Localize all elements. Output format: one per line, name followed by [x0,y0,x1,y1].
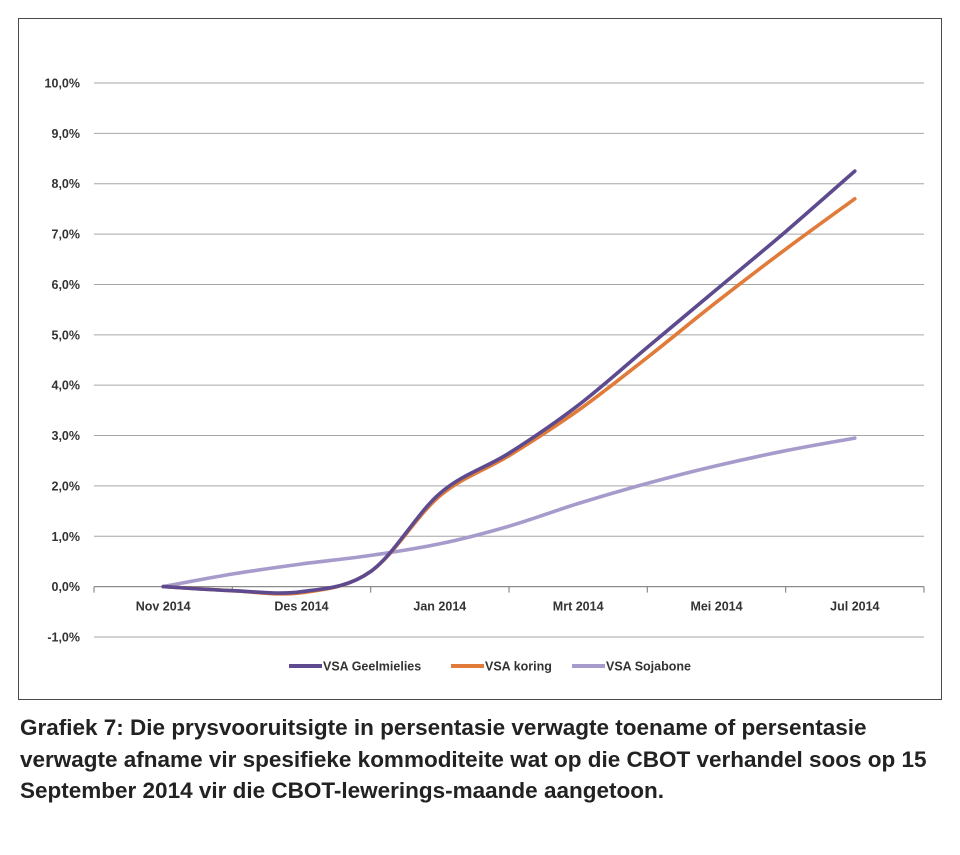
y-tick-label: 7,0% [52,228,81,242]
line-chart: -1,0% 0,0% 1,0% 2,0% 3,0% 4,0% 5,0% 6,0% 7,0% 8,0… [45,77,925,674]
x-tick-label: Nov 2014 [136,600,191,614]
x-tick-label: Des 2014 [274,600,328,614]
figure-caption: Grafiek 7: Die prysvooruitsigte in perse… [20,715,927,803]
legend-label: VSA Geelmielies [323,660,421,674]
y-tick-label: 6,0% [52,278,81,292]
series-line-vsa-sojabone [161,436,857,589]
x-tick-label: Jul 2014 [830,600,879,614]
x-tick-label: Mei 2014 [690,600,742,614]
y-tick-label: 0,0% [52,580,81,594]
y-tick-label: 4,0% [52,379,81,393]
legend-label: VSA Sojabone [606,660,691,674]
y-tick-label: 2,0% [52,479,81,493]
y-tick-label: 1,0% [52,530,81,544]
y-tick-label: 8,0% [52,177,81,191]
chart-frame: -1,0% 0,0% 1,0% 2,0% 3,0% 4,0% 5,0% 6,0% 7,0% 8,0… [18,18,942,700]
legend: VSA Geelmielies VSA koring VSA Sojabone [289,660,691,674]
x-tick-label: Mrt 2014 [553,600,604,614]
y-tick-label: 9,0% [52,127,81,141]
series-line-vsa-koring [161,197,857,596]
x-tick-label: Jan 2014 [413,600,466,614]
legend-label: VSA koring [485,660,552,674]
y-tick-label: 5,0% [52,328,81,342]
y-tick-label: 10,0% [45,77,80,91]
y-axis-tick-labels: -1,0% 0,0% 1,0% 2,0% 3,0% 4,0% 5,0% 6,0% 7,0% 8,0… [45,77,80,645]
gridlines [94,82,924,638]
x-axis-tick-labels: Nov 2014 Des 2014 Jan 2014 Mrt 2014 Mei 2014… [136,600,880,614]
series-lines [161,169,857,596]
series-line-vsa-geelmielies [161,169,857,595]
y-tick-label: -1,0% [47,631,80,645]
y-tick-label: 3,0% [52,429,81,443]
